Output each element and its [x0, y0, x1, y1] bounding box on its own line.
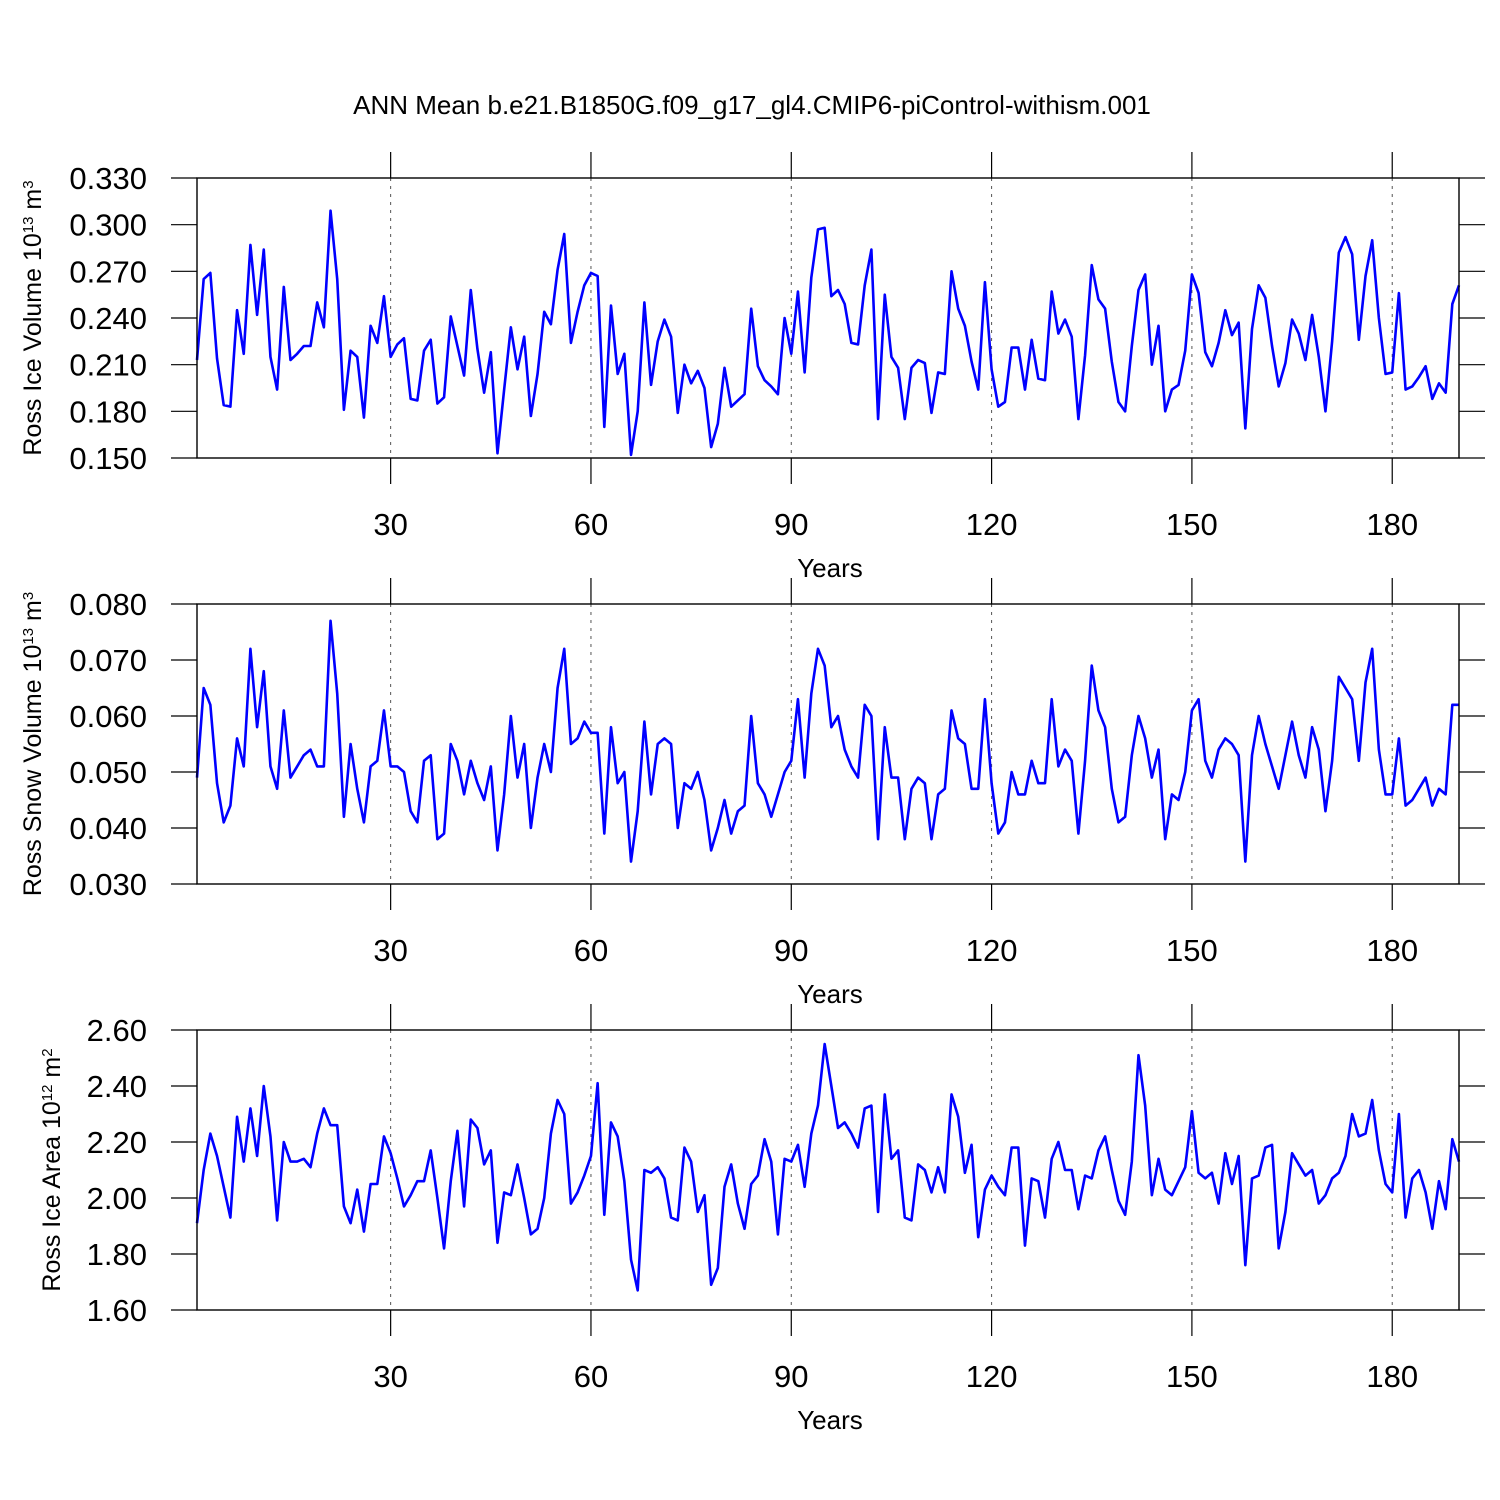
y-axis-label-part: m: [19, 189, 47, 217]
y-axis-label-part: Ross Ice Area 10: [38, 1101, 66, 1291]
y-tick-label: 1.80: [87, 1237, 147, 1272]
y-axis-label-part: m: [19, 600, 47, 628]
x-axis-label: Years: [797, 979, 863, 1009]
x-tick-label: 30: [373, 1359, 407, 1394]
y-axis-label-part: Ross Snow Volume 10: [19, 645, 47, 897]
x-tick-label: 180: [1366, 1359, 1418, 1394]
x-tick-label: 60: [574, 1359, 608, 1394]
y-tick-label: 0.330: [69, 161, 147, 196]
y-tick-label: 0.210: [69, 348, 147, 383]
x-tick-label: 30: [373, 933, 407, 968]
y-tick-label: 0.050: [69, 755, 147, 790]
x-axis-label: Years: [797, 553, 863, 583]
plot-frame: [196, 603, 1460, 885]
x-tick-label: 60: [574, 933, 608, 968]
data-line: [195, 209, 1461, 457]
y-axis-label: Ross Ice Volume 1013 m3: [19, 180, 47, 455]
y-axis-label-part: 13: [20, 628, 37, 645]
y-tick-label: 2.60: [87, 1013, 147, 1048]
y-tick-label: 0.240: [69, 301, 147, 336]
plot-frame: [196, 1029, 1460, 1311]
x-tick-label: 180: [1366, 507, 1418, 542]
x-tick-label: 30: [373, 507, 407, 542]
y-tick-label: 0.270: [69, 254, 147, 289]
data-line: [195, 1042, 1461, 1292]
y-axis-label: Ross Ice Area 1012 m2: [38, 1048, 66, 1291]
x-tick-label: 90: [774, 1359, 808, 1394]
x-tick-label: 90: [774, 507, 808, 542]
x-tick-label: 180: [1366, 933, 1418, 968]
y-tick-label: 0.060: [69, 699, 147, 734]
y-tick-label: 0.080: [69, 587, 147, 622]
x-tick-label: 60: [574, 507, 608, 542]
y-axis-label: Ross Snow Volume 1013 m3: [19, 592, 47, 896]
x-tick-label: 90: [774, 933, 808, 968]
y-tick-label: 0.150: [69, 441, 147, 476]
x-tick-label: 120: [966, 933, 1018, 968]
y-tick-label: 2.40: [87, 1069, 147, 1104]
y-tick-label: 0.040: [69, 811, 147, 846]
y-tick-label: 1.60: [87, 1293, 147, 1328]
x-tick-label: 120: [966, 507, 1018, 542]
y-tick-label: 0.300: [69, 208, 147, 243]
y-axis-label-part: Ross Ice Volume 10: [19, 233, 47, 455]
data-line: [195, 619, 1459, 863]
y-axis-label-part: 12: [39, 1085, 56, 1102]
x-tick-label: 150: [1166, 507, 1218, 542]
x-tick-label: 150: [1166, 1359, 1218, 1394]
y-tick-label: 2.00: [87, 1181, 147, 1216]
figure-title: ANN Mean b.e21.B1850G.f09_g17_gl4.CMIP6-…: [353, 90, 1151, 120]
y-axis-label-part: 3: [20, 592, 37, 600]
y-tick-label: 0.070: [69, 643, 147, 678]
x-axis-label: Years: [797, 1405, 863, 1435]
y-axis-label-part: 13: [20, 217, 37, 234]
x-tick-label: 150: [1166, 933, 1218, 968]
y-axis-label-part: m: [38, 1057, 66, 1085]
y-tick-label: 0.180: [69, 394, 147, 429]
y-tick-label: 0.030: [69, 867, 147, 902]
plot-frame: [196, 177, 1460, 459]
y-axis-label-part: 3: [20, 180, 37, 188]
x-tick-label: 120: [966, 1359, 1018, 1394]
y-axis-label-part: 2: [39, 1048, 56, 1056]
y-tick-label: 2.20: [87, 1125, 147, 1160]
